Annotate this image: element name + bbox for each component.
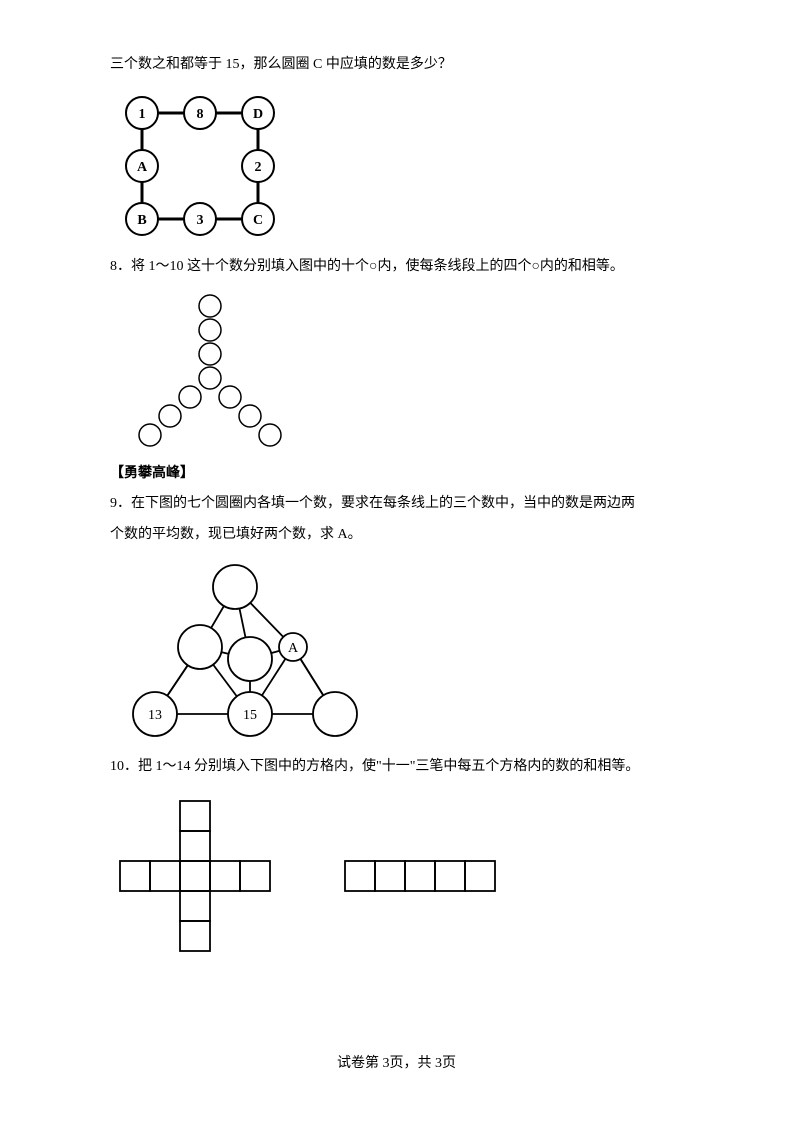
q10-diagram bbox=[110, 791, 683, 961]
svg-text:15: 15 bbox=[243, 708, 257, 723]
q10-text: 10．把 1～14 分别填入下图中的方格内，使"十一"三笔中每五个方格内的数的和… bbox=[110, 752, 683, 783]
svg-text:2: 2 bbox=[255, 160, 262, 175]
section-heading: 【勇攀高峰】 bbox=[110, 459, 683, 490]
svg-text:B: B bbox=[137, 213, 146, 228]
q8-text: 8．将 1～10 这十个数分别填入图中的十个○内，使每条线段上的四个○内的和相等… bbox=[110, 252, 683, 283]
intro-line: 三个数之和都等于 15，那么圆圈 C 中应填的数是多少？ bbox=[110, 50, 683, 81]
q7-diagram: 1 8 D A 2 B 3 C bbox=[110, 89, 683, 244]
svg-text:1: 1 bbox=[139, 107, 146, 122]
svg-text:C: C bbox=[253, 213, 263, 228]
svg-text:3: 3 bbox=[197, 213, 204, 228]
q9-diagram: A 13 15 bbox=[110, 559, 683, 744]
svg-text:A: A bbox=[137, 160, 148, 175]
q8-diagram bbox=[110, 291, 683, 451]
svg-text:D: D bbox=[253, 107, 263, 122]
page-footer: 试卷第 3页，共 3页 bbox=[0, 1052, 793, 1072]
q9-line2: 个数的平均数，现已填好两个数，求 A。 bbox=[110, 520, 683, 551]
svg-text:13: 13 bbox=[148, 708, 162, 723]
svg-text:8: 8 bbox=[197, 107, 204, 122]
svg-text:A: A bbox=[288, 641, 299, 656]
q9-line1: 9．在下图的七个圆圈内各填一个数，要求在每条线上的三个数中，当中的数是两边两 bbox=[110, 489, 683, 520]
